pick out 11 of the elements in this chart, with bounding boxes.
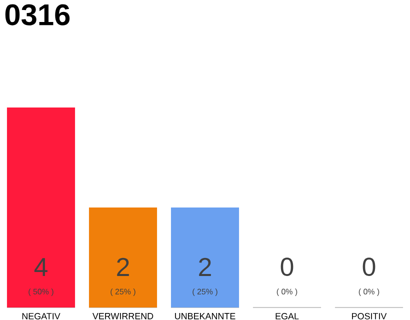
x-tick-label: NEGATIV [22,313,60,320]
x-tick-label: UNBEKANNTE [175,313,236,320]
data-label: 2 [117,258,129,276]
x-tick-label: EGAL [276,313,299,320]
chart-title: 0316 [5,4,70,26]
data-label: 0 [280,258,294,276]
data-label: 0 [362,258,376,276]
data-label: 4 [34,258,48,276]
x-tick-label: VERWIRREND [92,313,154,320]
x-tick-label: POSITIV [352,313,387,320]
data-label: 2 [199,258,211,276]
